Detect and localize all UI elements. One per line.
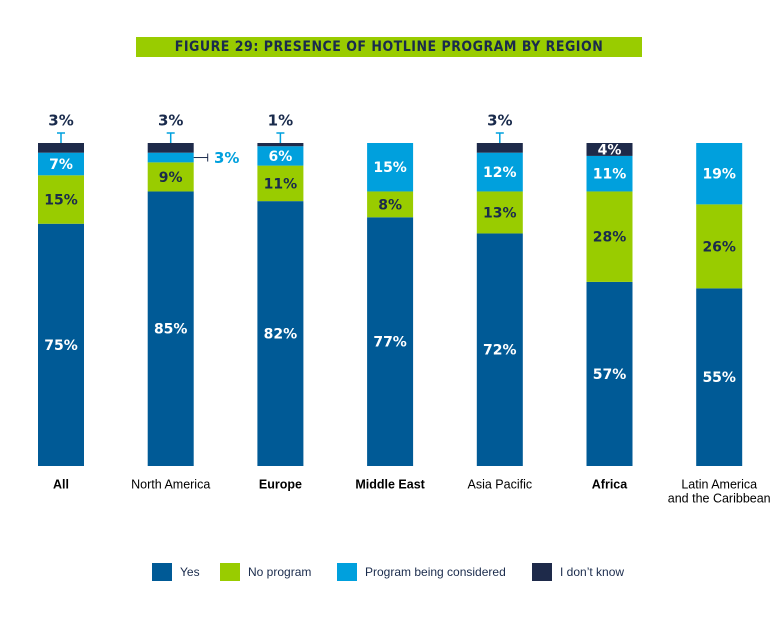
legend-swatch-yes (152, 563, 172, 581)
data-label: 77% (373, 335, 407, 351)
data-label: 85% (154, 322, 188, 338)
bar-segment (367, 143, 414, 192)
data-label: 15% (44, 193, 78, 209)
data-label: 75% (44, 338, 78, 354)
legend-swatch-considered (337, 563, 357, 581)
data-label: 1% (268, 112, 293, 130)
legend-item-no-program: No program (220, 563, 311, 581)
data-label: 3% (214, 149, 239, 167)
legend-label-dont-know: I don’t know (560, 565, 625, 579)
category-label: Africa (592, 477, 628, 491)
bar-segment (476, 233, 523, 466)
bar-segment (147, 143, 194, 153)
bar-segment (257, 165, 304, 202)
data-label: 57% (593, 367, 627, 383)
bar-segment (586, 143, 633, 156)
category-label: All (53, 477, 69, 491)
category-label: Latin America (681, 477, 757, 491)
bar-segment (38, 175, 84, 224)
data-label: 8% (378, 197, 402, 213)
data-label: 4% (598, 142, 622, 158)
bar-segment (696, 288, 743, 466)
category-label: North America (131, 477, 210, 491)
legend-label-no-program: No program (248, 565, 312, 579)
bar-segment (696, 143, 743, 205)
bar-segment (147, 152, 194, 163)
data-label: 3% (48, 112, 73, 130)
legend-item-dont-know: I don’t know (532, 563, 624, 581)
data-label: 55% (702, 370, 736, 386)
data-label: 11% (264, 176, 298, 192)
legend-label-considered: Program being considered (365, 565, 506, 579)
category-label: Asia Pacific (467, 477, 532, 491)
bar-segment (367, 217, 414, 466)
data-label: 82% (264, 327, 298, 343)
data-label: 13% (483, 205, 517, 221)
data-label: 3% (158, 112, 183, 130)
stacked-bar-chart: 75% 15% 7% 3% All 85% 9% 3% 3% North America 82% 11… (38, 112, 771, 505)
data-label: 3% (487, 112, 512, 130)
bar-segment (147, 191, 194, 466)
data-label: 15% (373, 160, 407, 176)
bar-segment (476, 191, 523, 234)
chart-legend: Yes No program Program being considered … (0, 563, 781, 583)
legend-item-yes: Yes (152, 563, 200, 581)
legend-swatch-dont-know (532, 563, 552, 581)
bar-segment (367, 191, 414, 218)
bar-segment (147, 162, 194, 192)
data-label: 11% (593, 167, 627, 183)
bar-segment (586, 155, 633, 192)
bar-segment (696, 204, 743, 289)
bar-segment (586, 281, 633, 466)
bar-segment (586, 191, 633, 282)
data-label: 7% (49, 157, 73, 173)
legend-item-considered: Program being considered (337, 563, 506, 581)
category-label: Middle East (355, 477, 425, 491)
bar-segment (476, 152, 523, 192)
data-label: 12% (483, 165, 517, 181)
bar-segment (38, 223, 84, 466)
legend-swatch-no-program (220, 563, 240, 581)
bar-segment (257, 201, 304, 466)
chart-title: FIGURE 29: PRESENCE OF HOTLINE PROGRAM B… (136, 37, 642, 57)
data-label: 9% (159, 170, 183, 186)
data-label: 6% (269, 149, 293, 165)
data-label: 26% (702, 239, 736, 255)
category-label: and the Caribbean (668, 491, 771, 505)
bar-segment (38, 152, 84, 176)
data-label: 19% (702, 167, 736, 183)
bar-segment (476, 143, 523, 153)
legend-label-yes: Yes (180, 565, 200, 579)
category-label: Europe (259, 477, 302, 491)
bar-segment (38, 143, 84, 153)
bar-segment (257, 143, 304, 147)
data-label: 28% (593, 230, 627, 246)
bar-segment (257, 146, 304, 166)
data-label: 72% (483, 343, 517, 359)
